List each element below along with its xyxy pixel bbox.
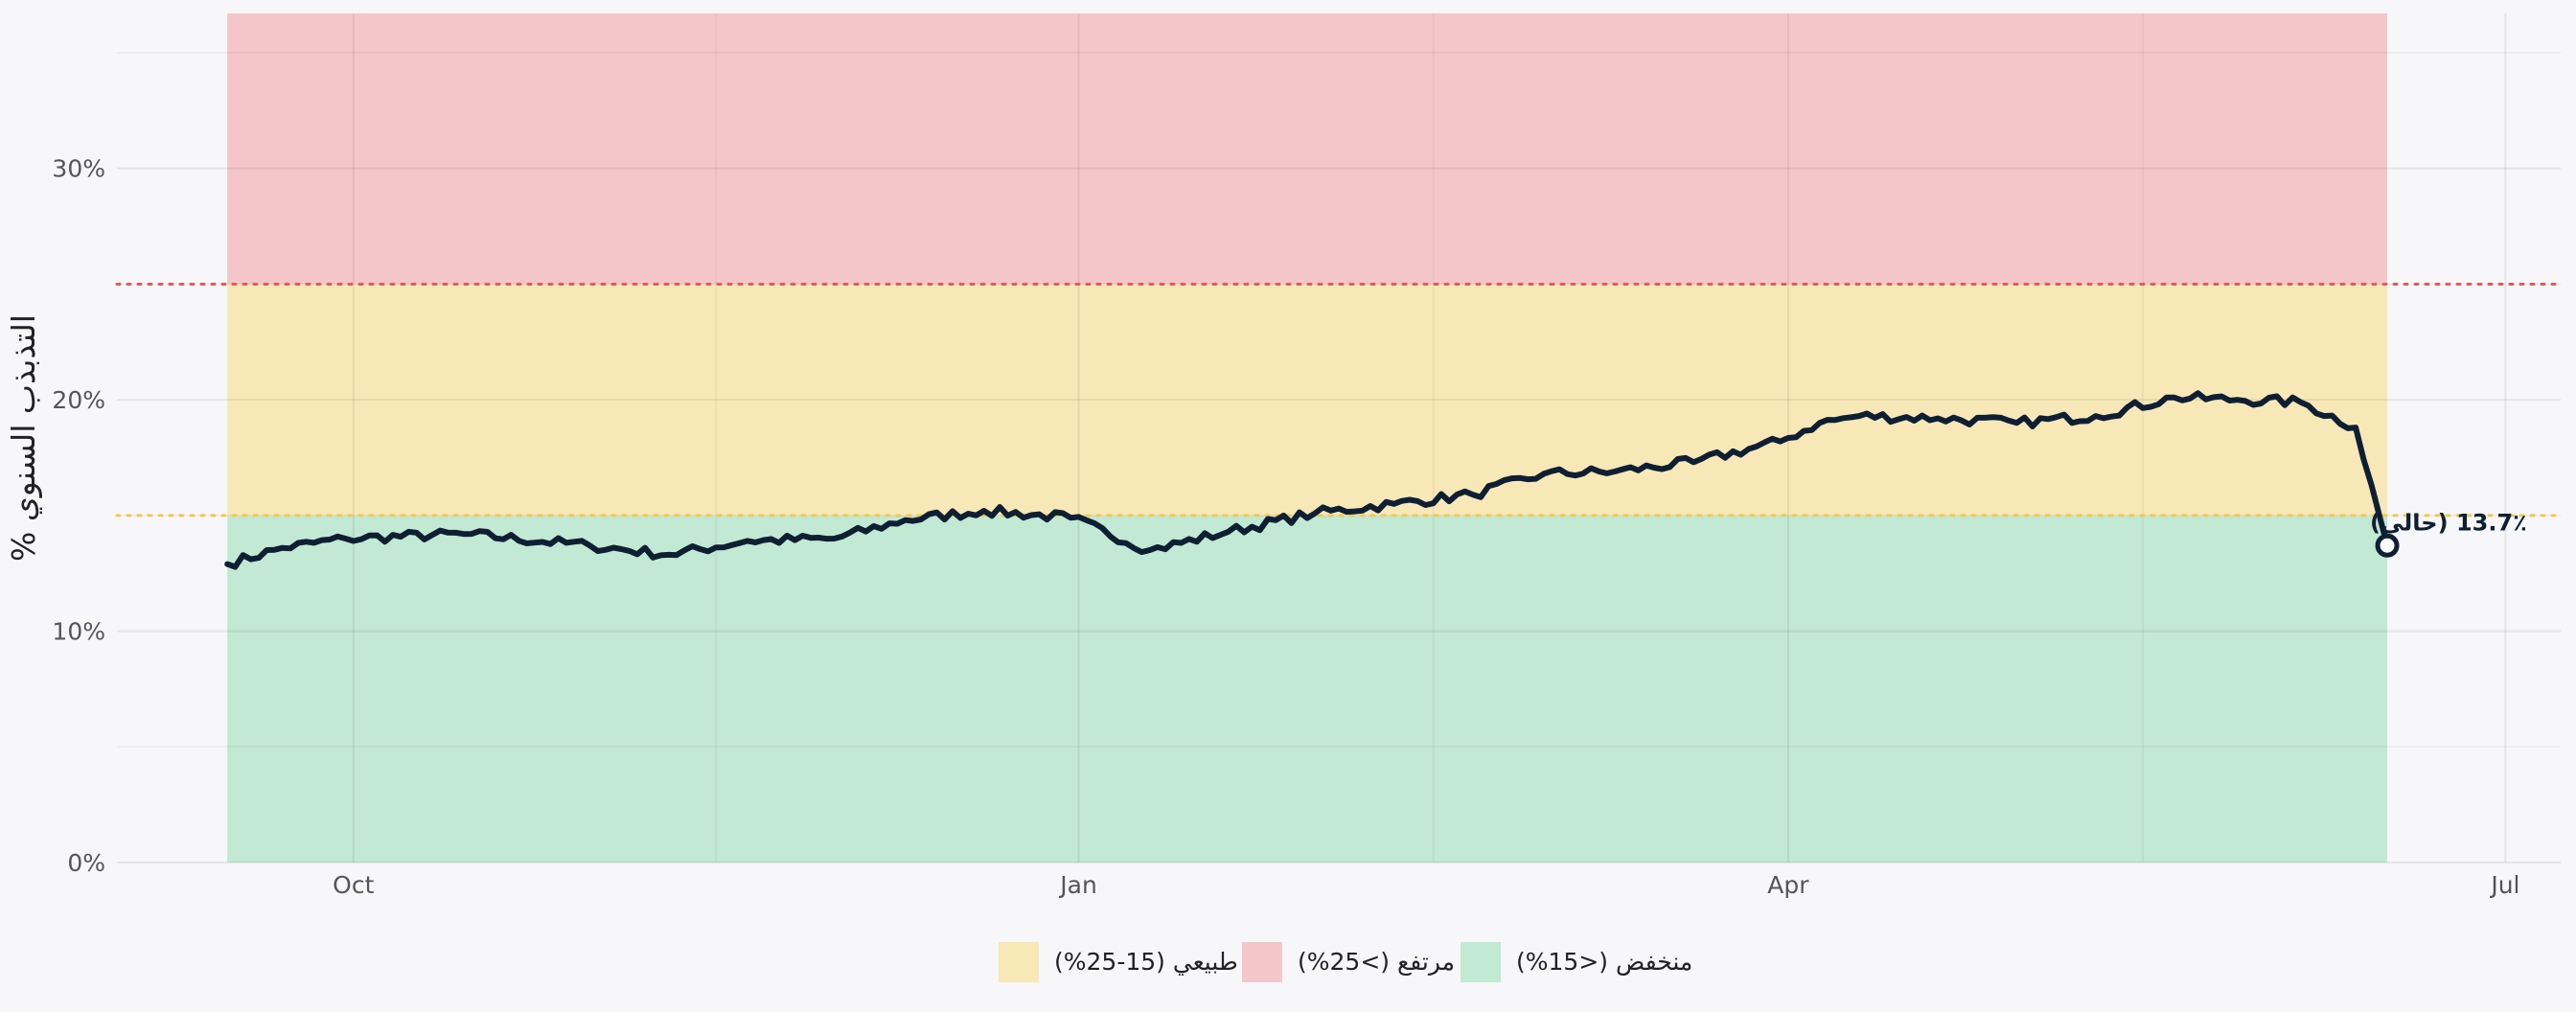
y-tick-label: 0% [67,849,105,877]
legend-label: منخفض (<15%) [1516,948,1692,976]
current-value-marker [2375,533,2400,558]
x-tick-label: Jan [1058,871,1097,899]
band-2 [227,13,2388,285]
y-tick-label: 30% [52,155,105,183]
legend: طبيعي (15-25%) مرتفع (>25%) منخفض (<15%) [999,942,1692,982]
x-axis-ticks: Oct Jan Apr Jul [333,871,2519,899]
y-axis-ticks: 0% 10% 20% 30% [52,155,105,877]
legend-swatch [1460,942,1501,982]
x-tick-label: Apr [1767,871,1809,899]
volatility-bands [227,13,2388,862]
y-tick-label: 20% [52,386,105,414]
x-tick-label: Oct [333,871,374,899]
grid [117,13,2561,863]
x-tick-label: Jul [2489,871,2519,899]
y-tick-label: 10% [52,618,105,646]
threshold-lines [115,282,2563,518]
band-1 [227,284,2388,516]
legend-swatch [999,942,1039,982]
volatility-line [224,390,2390,570]
legend-swatch [1242,942,1282,982]
legend-label: مرتفع (>25%) [1298,948,1455,977]
legend-label: طبيعي (15-25%) [1054,948,1238,976]
current-value-label: 13.7٪ (حالي) [2370,509,2527,536]
y-axis-title: التذبذب السنوي % [5,314,42,562]
band-0 [227,515,2388,862]
